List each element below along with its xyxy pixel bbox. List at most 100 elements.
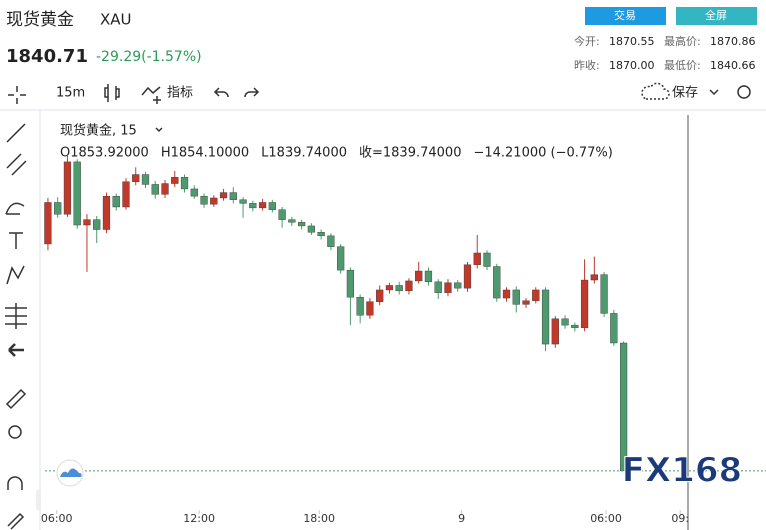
candle-body [63, 161, 72, 215]
candle-body [337, 246, 345, 271]
candle-body [200, 195, 208, 205]
x-tick-label: 06:00 [590, 512, 622, 525]
cloud-icon[interactable] [641, 82, 670, 100]
indicators-button[interactable]: 指标 [167, 86, 193, 101]
candle-body [171, 177, 179, 184]
stat-label: 昨收: [574, 58, 600, 72]
candle-body [83, 219, 91, 226]
save-button[interactable]: 保存 [672, 86, 698, 101]
stat-label: 最低价: [664, 59, 701, 72]
indicator-icon[interactable] [141, 86, 161, 104]
candle-body [297, 222, 306, 227]
candle-body [493, 266, 501, 299]
trade-button[interactable] [585, 7, 666, 25]
stat-value: 1870.00 [609, 59, 655, 72]
candle-body [93, 219, 101, 230]
candle-body [54, 202, 62, 215]
pattern-tool[interactable] [6, 265, 25, 285]
x-tick-label: 9 [458, 512, 465, 525]
stat-label: 最高价: [664, 34, 701, 48]
candle-body [73, 161, 81, 226]
candle-body [541, 289, 550, 345]
zoom-tool[interactable] [8, 425, 22, 439]
stat-label: 今开: [574, 34, 600, 48]
candle-body [278, 209, 286, 220]
candle-body [346, 269, 355, 298]
candle-body [610, 313, 618, 344]
back-tool[interactable] [8, 343, 24, 357]
x-tick-label: 06:00 [41, 512, 73, 525]
x-tick-label: 18:00 [303, 512, 335, 525]
drawing-tools [5, 123, 27, 530]
ohlc-label: 收=1839.74000 [359, 146, 461, 161]
candle-icon[interactable] [104, 84, 120, 102]
candle-body [141, 174, 150, 185]
x-tick-label: 12:00 [183, 512, 215, 525]
candle-body [249, 203, 257, 209]
candle-body [551, 318, 559, 345]
instrument-code: XAU [100, 11, 132, 29]
candle-body [190, 188, 198, 197]
candle-body [268, 202, 276, 210]
candle-body [180, 177, 189, 190]
crosshair-icon[interactable] [8, 86, 26, 104]
stat-value: 1870.55 [609, 35, 655, 48]
undo-icon[interactable] [213, 87, 229, 98]
lock-tool[interactable] [7, 512, 25, 530]
watermark: FX168 [622, 451, 742, 491]
candle-body [424, 270, 433, 283]
settings-icon[interactable] [737, 85, 751, 99]
x-tick-label: 09: [671, 512, 689, 525]
ruler-tool[interactable] [5, 388, 27, 410]
text-tool[interactable] [9, 232, 23, 249]
candle-body [229, 192, 237, 200]
stat-value: 1840.66 [710, 59, 756, 72]
candle-body [405, 280, 413, 292]
candle-body [356, 296, 364, 316]
title-menu-icon[interactable] [155, 127, 163, 133]
candle-body [434, 281, 442, 293]
candle-body [219, 192, 228, 199]
candle-body [395, 285, 403, 292]
candle-body [122, 181, 130, 208]
instrument-name: 现货黄金 [6, 10, 74, 30]
candle-body [561, 318, 569, 326]
candle-body [327, 235, 335, 247]
candle-body [444, 282, 452, 293]
price-change: -29.29(-1.57%) [96, 49, 202, 65]
trade-button-label[interactable]: 交易 [614, 8, 636, 22]
trend-line-tool[interactable] [6, 123, 26, 143]
candle-body [522, 300, 530, 305]
candle-body [44, 202, 52, 245]
candle-body [151, 184, 159, 195]
candle-body [239, 199, 247, 204]
magnet-tool[interactable] [7, 476, 23, 490]
fullscreen-button-label[interactable]: 全屏 [705, 8, 727, 22]
candle-body [376, 289, 384, 302]
candle-body [307, 225, 315, 233]
candle-body [463, 264, 472, 289]
brush-tool[interactable] [5, 202, 25, 215]
candle-body [571, 324, 579, 329]
interval[interactable]: 15m [56, 86, 85, 101]
candle-body [415, 270, 423, 282]
sidebar-toggle[interactable] [36, 490, 41, 510]
candle-body [502, 289, 511, 299]
fullscreen-button[interactable] [676, 7, 757, 25]
stat-value: 1870.86 [710, 35, 756, 48]
candle-body [590, 274, 598, 281]
candle-body [512, 289, 520, 305]
candle-body [132, 174, 140, 182]
candle-body [454, 282, 462, 289]
candle-body [210, 197, 218, 205]
fib-tool[interactable] [5, 303, 27, 329]
chart-title: 现货黄金, 15 [60, 123, 137, 139]
chart-logo-cloud [60, 468, 82, 477]
candle-body [317, 232, 325, 237]
save-menu-icon[interactable] [709, 89, 719, 96]
redo-icon[interactable] [244, 87, 260, 98]
candle-body [385, 285, 394, 291]
ohlc-label: O1853.92000 [60, 146, 149, 161]
channel-tool[interactable] [6, 153, 27, 176]
candle-body [161, 183, 169, 195]
